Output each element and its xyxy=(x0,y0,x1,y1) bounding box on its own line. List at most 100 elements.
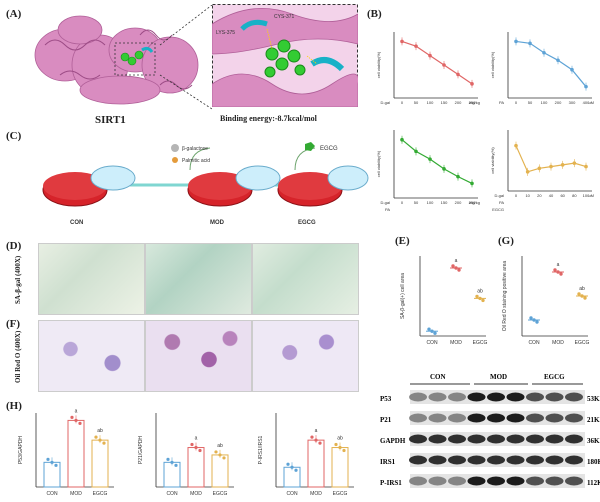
oil-red-row-label: Oil Red O (400X) xyxy=(14,330,22,384)
bar xyxy=(331,447,349,488)
x-tick-label: 200 xyxy=(455,200,462,205)
x-tick-label: 50 xyxy=(414,200,419,205)
band xyxy=(526,413,544,423)
data-point xyxy=(478,296,482,301)
protein-label: IRS1 xyxy=(380,458,396,466)
band xyxy=(448,413,466,423)
row-label: EGCG xyxy=(492,207,504,212)
x-tick-label: 60 xyxy=(560,193,565,198)
treatment-schematic: β-galactose Palmitic acid EGCG CON MOD E… xyxy=(42,142,369,226)
dish-con xyxy=(42,165,136,207)
bar xyxy=(211,454,229,488)
data-point xyxy=(537,166,542,171)
band xyxy=(467,434,486,444)
x-tick-label: 400 xyxy=(583,100,590,105)
band xyxy=(545,413,564,423)
y-axis-label: cell viability(%) xyxy=(490,147,495,174)
data-point xyxy=(318,441,322,445)
viability-chart-dgal: cell viability(%) 0 50 100 150 200 250 D-gal mg/… xyxy=(376,32,480,105)
band xyxy=(526,476,544,486)
data-point xyxy=(442,167,446,171)
data-point xyxy=(342,448,346,453)
data-point xyxy=(433,331,437,335)
data-point xyxy=(430,329,434,333)
data-point xyxy=(400,137,404,142)
bar xyxy=(67,419,85,488)
bar xyxy=(307,439,325,488)
row-label: D-gal xyxy=(380,200,390,205)
viability-chart-egcg: cell viability(%) 0 10 20 40 60 80 100 D-gal PA EG… xyxy=(490,130,594,212)
band xyxy=(409,476,427,486)
data-point xyxy=(428,53,432,58)
band xyxy=(467,476,486,486)
y-axis-label: P53/GAPDH xyxy=(18,436,24,464)
data-point xyxy=(454,266,458,270)
data-point xyxy=(286,462,290,466)
data-point xyxy=(514,143,518,148)
data-point xyxy=(475,294,479,299)
series-line xyxy=(401,139,473,184)
oil-red-mod-image xyxy=(145,320,252,392)
data-point xyxy=(314,438,318,442)
band xyxy=(565,392,583,402)
band xyxy=(487,392,505,402)
series-line xyxy=(401,40,473,85)
y-axis-label: P-IRS1/IRS1 xyxy=(258,435,264,464)
data-point xyxy=(338,445,342,450)
band xyxy=(506,392,525,402)
significance-letter: a xyxy=(455,258,458,264)
data-point xyxy=(290,465,294,469)
band xyxy=(487,476,505,486)
sa-gal-mod-image xyxy=(145,243,252,315)
x-tick-label: EGCG xyxy=(213,491,228,497)
x-tick-label: 10 xyxy=(525,193,530,198)
data-point xyxy=(427,327,431,331)
band xyxy=(565,413,583,423)
additive-pa: Palmitic acid xyxy=(182,158,210,164)
band xyxy=(448,434,466,444)
x-tick-label: CON xyxy=(286,491,298,497)
band xyxy=(565,476,583,486)
x-tick-label: 100 xyxy=(583,193,590,198)
x-tick-label: 150 xyxy=(441,200,448,205)
band xyxy=(448,455,466,465)
significance-letter: ab xyxy=(579,286,585,292)
data-point xyxy=(74,418,78,422)
unit-label: uM xyxy=(588,193,594,198)
data-point xyxy=(470,82,474,86)
data-point xyxy=(294,468,298,472)
data-point xyxy=(556,58,560,63)
binding-energy-label: Binding energy:-8.7kcal/mol xyxy=(220,114,317,123)
significance-letter: a xyxy=(315,428,318,434)
data-point xyxy=(98,438,102,442)
western-group-mod: MOD xyxy=(490,373,507,381)
band xyxy=(448,392,466,402)
y-axis-label: cell viability(%) xyxy=(376,51,381,78)
data-point xyxy=(528,41,532,46)
x-tick-label: 250 xyxy=(469,200,476,205)
significance-letter: ab xyxy=(217,443,223,449)
band xyxy=(487,434,505,444)
data-point xyxy=(414,44,418,48)
additive-dgal: β-galactose xyxy=(182,146,208,152)
x-tick-label: MOD xyxy=(450,340,462,346)
row-label: PA xyxy=(499,100,504,105)
residue-label-1: CYS-371 xyxy=(274,14,295,20)
sa-gal-area-chart: SA-β-gal(+) cell area CON a MOD ab EGCG xyxy=(400,256,487,346)
binding-site-inset: CYS-371 LYS-375 xyxy=(212,4,358,107)
x-tick-label: 300 xyxy=(569,100,576,105)
row-label: PA xyxy=(385,207,390,212)
x-tick-label: MOD xyxy=(310,491,322,497)
unit-label: uM xyxy=(588,100,594,105)
y-axis-label: cell viability(%) xyxy=(490,51,495,78)
x-tick-label: CON xyxy=(166,491,178,497)
data-point xyxy=(529,316,533,320)
data-point xyxy=(456,174,460,179)
series-line xyxy=(515,40,587,88)
data-point xyxy=(457,268,461,272)
protein-label: GAPDH xyxy=(380,437,406,445)
data-point xyxy=(94,435,98,439)
band xyxy=(506,455,525,465)
x-tick-label: 50 xyxy=(528,100,533,105)
size-label: 36KD xyxy=(587,437,600,445)
